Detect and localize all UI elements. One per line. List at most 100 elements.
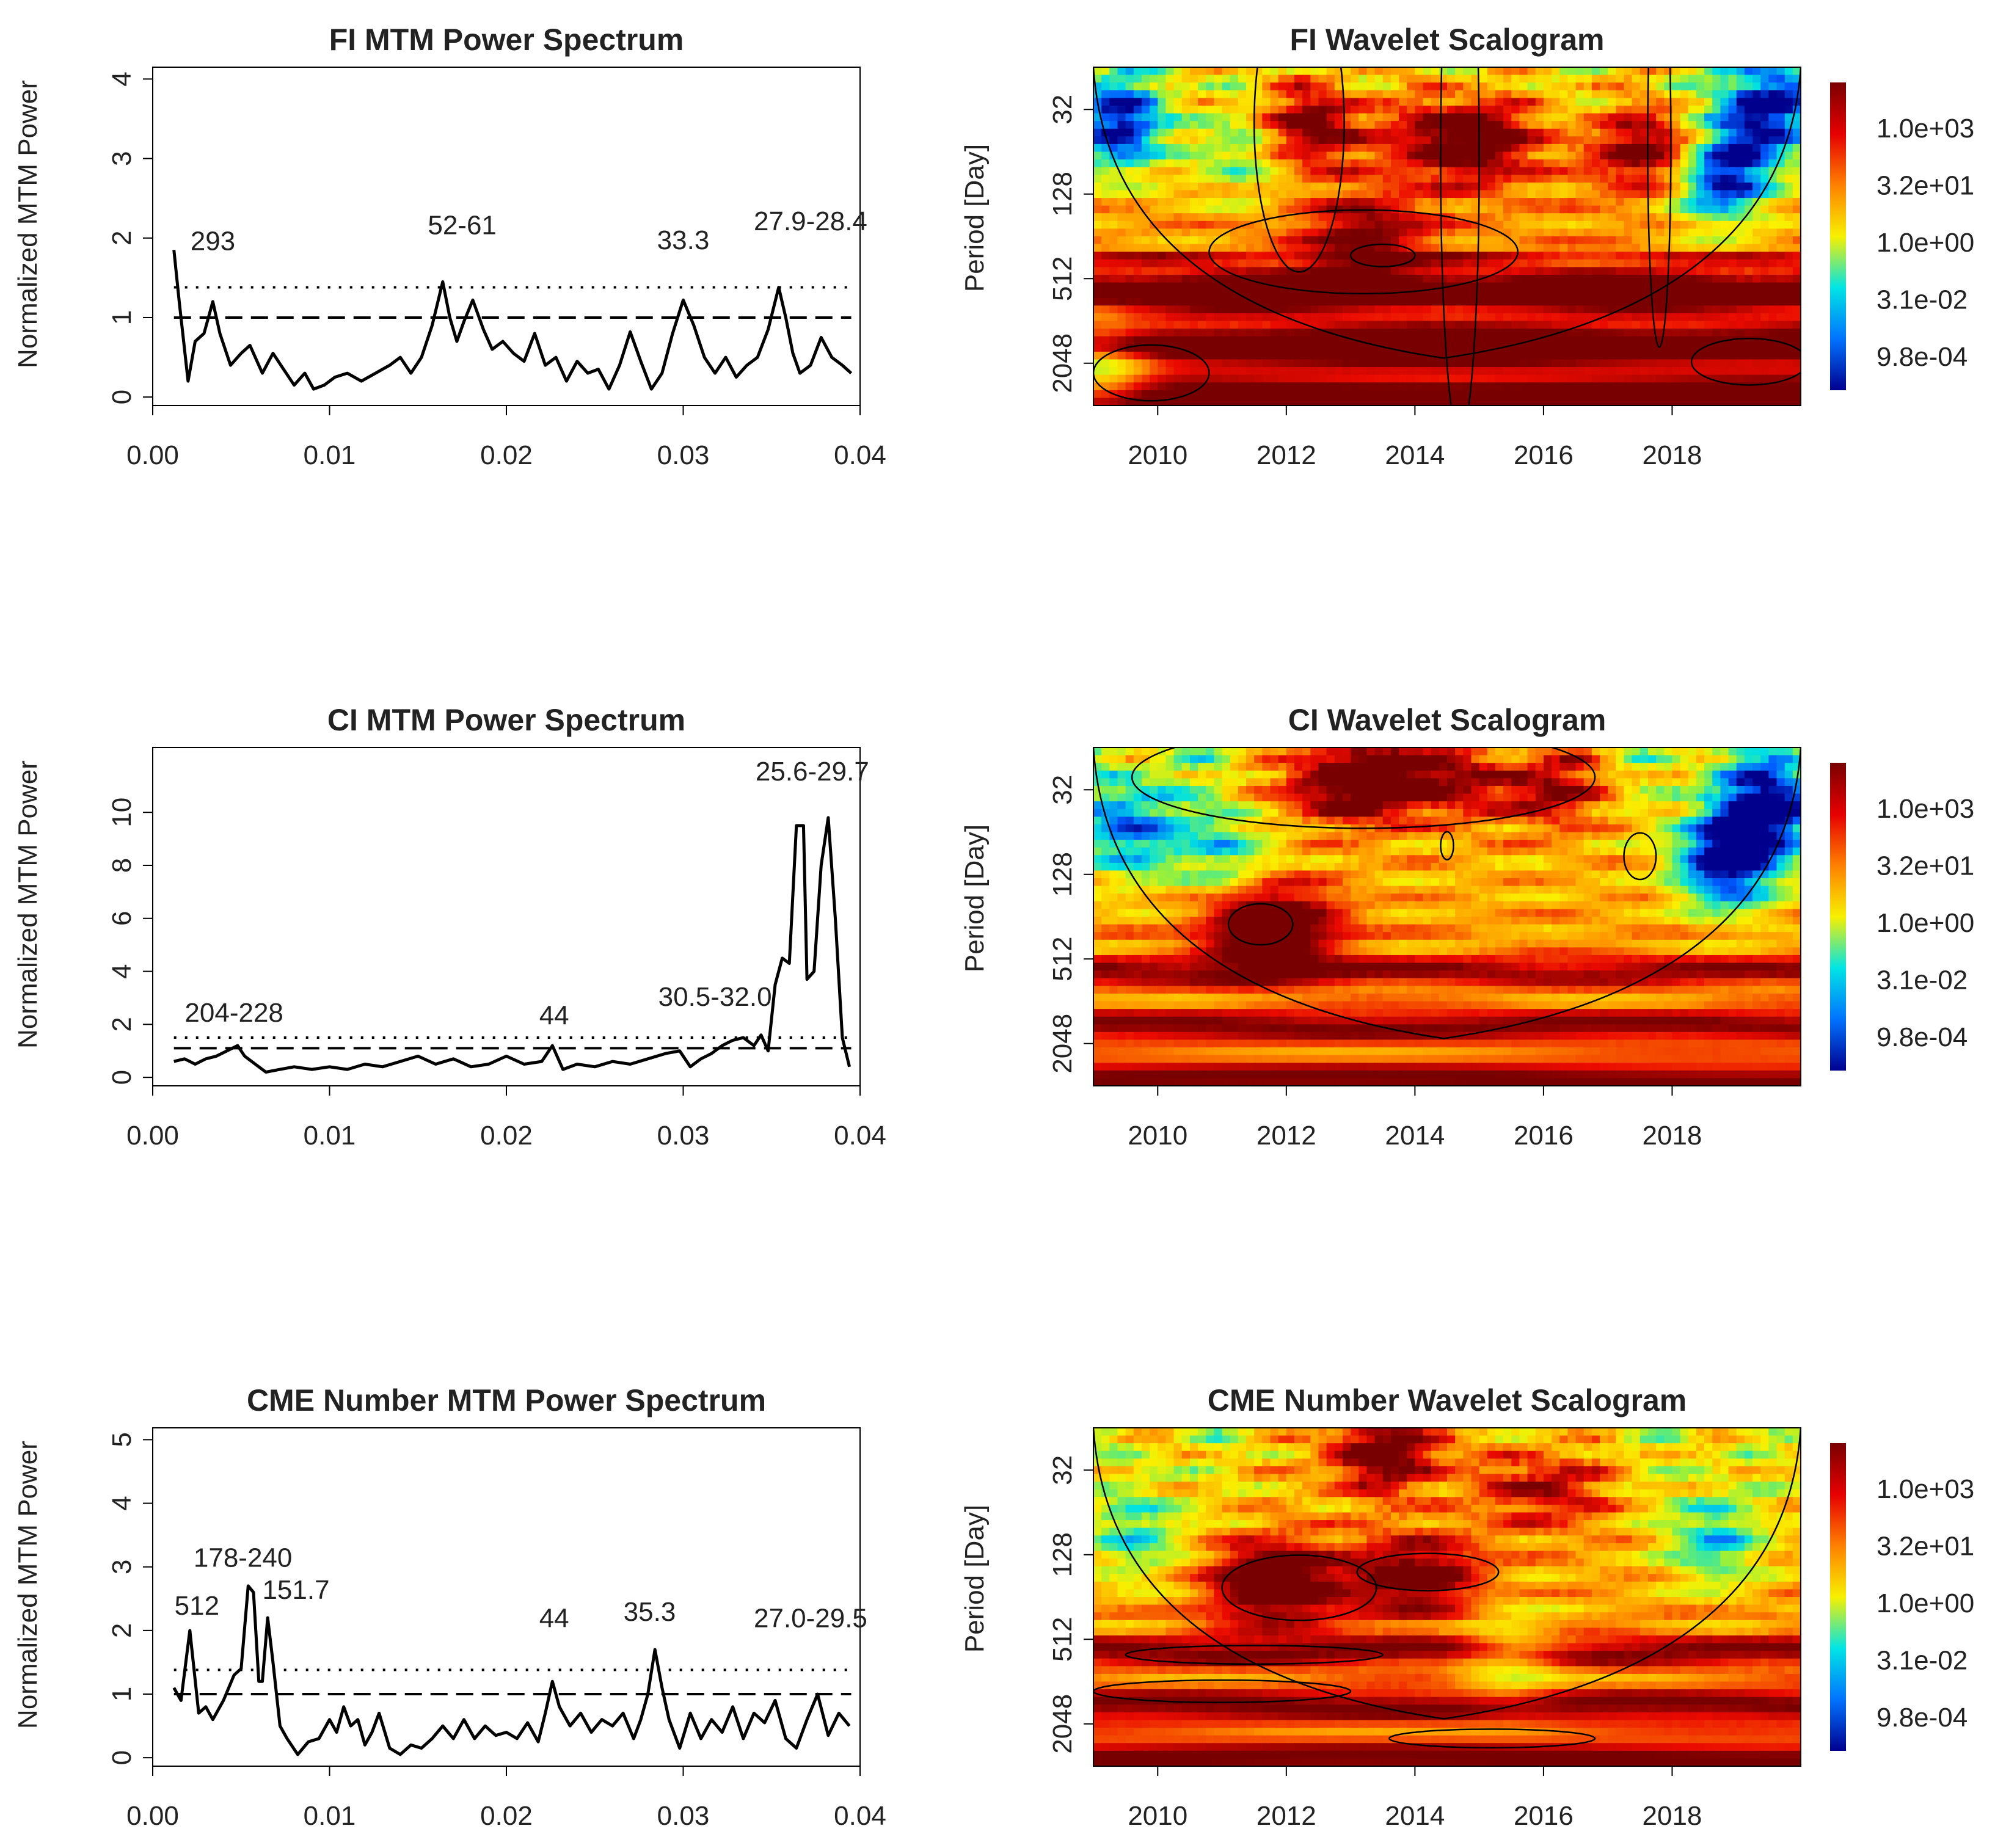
- heatmap-cell: [1198, 175, 1207, 183]
- heatmap-cell: [1463, 228, 1472, 237]
- heatmap-cell: [1768, 748, 1778, 756]
- heatmap-cell: [1567, 778, 1577, 787]
- heatmap-cell: [1567, 190, 1577, 198]
- heatmap-cell: [1728, 793, 1737, 802]
- heatmap-cell: [1455, 159, 1464, 168]
- heatmap-cell: [1720, 297, 1729, 307]
- heatmap-cell: [1656, 274, 1665, 283]
- heatmap-cell: [1173, 763, 1183, 771]
- heatmap-cell: [1431, 778, 1440, 787]
- heatmap-cell: [1093, 274, 1102, 283]
- heatmap-cell: [1720, 755, 1729, 763]
- heatmap-cell: [1647, 190, 1657, 198]
- heatmap-cell: [1141, 390, 1150, 399]
- heatmap-cell: [1125, 329, 1134, 337]
- heatmap-cell: [1680, 198, 1689, 206]
- heatmap-cell: [1720, 113, 1729, 122]
- heatmap-cell: [1326, 770, 1335, 779]
- heatmap-cell: [1591, 382, 1600, 391]
- heatmap-cell: [1125, 824, 1134, 833]
- heatmap-cell: [1600, 809, 1608, 818]
- heatmap-cell: [1407, 167, 1416, 176]
- heatmap-cell: [1552, 817, 1561, 825]
- heatmap-cell: [1519, 832, 1528, 840]
- heatmap-cell: [1567, 113, 1577, 122]
- heatmap-cell: [1639, 213, 1649, 222]
- heatmap-cell: [1752, 244, 1762, 252]
- heatmap-cell: [1535, 390, 1544, 399]
- heatmap-cell: [1246, 785, 1255, 795]
- heatmap-cell: [1189, 252, 1198, 260]
- heatmap-cell: [1133, 297, 1142, 307]
- heatmap-cell: [1728, 344, 1737, 352]
- heatmap-cell: [1712, 321, 1721, 329]
- heatmap-cell: [1254, 770, 1263, 779]
- heatmap-cell: [1415, 136, 1424, 145]
- heatmap-cell: [1527, 297, 1536, 307]
- heatmap-cell: [1439, 390, 1448, 399]
- heatmap-cell: [1712, 824, 1721, 833]
- heatmap-cell: [1495, 832, 1504, 840]
- heatmap-cell: [1390, 228, 1399, 237]
- heatmap-cell: [1165, 220, 1175, 230]
- heatmap-cell: [1222, 82, 1231, 91]
- heatmap-cell: [1784, 755, 1793, 763]
- heatmap-cell: [1390, 785, 1399, 795]
- heatmap-cell: [1559, 75, 1569, 83]
- heatmap-cell: [1109, 755, 1118, 763]
- heatmap-cell: [1318, 785, 1327, 795]
- heatmap-cell: [1639, 282, 1649, 291]
- peak-annotation: 27.9-28.4: [754, 206, 867, 236]
- heatmap-cell: [1270, 344, 1279, 352]
- heatmap-cell: [1704, 793, 1713, 802]
- heatmap-cell: [1181, 121, 1191, 129]
- heatmap-cell: [1351, 244, 1360, 252]
- heatmap-cell: [1286, 159, 1295, 168]
- heatmap-cell: [1583, 763, 1592, 771]
- heatmap-cell: [1495, 220, 1504, 230]
- heatmap-cell: [1511, 832, 1520, 840]
- heatmap-cell: [1230, 105, 1239, 114]
- heatmap-cell: [1487, 213, 1496, 222]
- heatmap-cell: [1728, 90, 1737, 99]
- heatmap-cell: [1173, 159, 1183, 168]
- heatmap-cell: [1720, 98, 1729, 106]
- heatmap-cell: [1214, 748, 1223, 756]
- heatmap-cell: [1664, 344, 1673, 352]
- heatmap-cell: [1415, 244, 1424, 252]
- heatmap-cell: [1768, 390, 1778, 399]
- heatmap-cell: [1455, 321, 1464, 329]
- heatmap-cell: [1720, 220, 1729, 230]
- heatmap-cell: [1109, 75, 1118, 83]
- heatmap-cell: [1583, 98, 1592, 106]
- heatmap-cell: [1439, 367, 1448, 376]
- heatmap-cell: [1294, 382, 1303, 391]
- heatmap-cell: [1150, 305, 1159, 314]
- heatmap-cell: [1093, 398, 1102, 406]
- heatmap-cell: [1310, 252, 1319, 260]
- heatmap-cell: [1600, 824, 1608, 833]
- heatmap-cell: [1407, 136, 1416, 145]
- heatmap-cell: [1423, 817, 1432, 825]
- heatmap-cell: [1688, 98, 1697, 106]
- heatmap-cell: [1390, 382, 1399, 391]
- heatmap-cell: [1206, 113, 1215, 122]
- heatmap-cell: [1141, 236, 1150, 245]
- heatmap-cell: [1639, 351, 1649, 360]
- heatmap-cell: [1334, 748, 1343, 756]
- heatmap-cell: [1680, 809, 1689, 818]
- heatmap-cell: [1616, 351, 1625, 360]
- heatmap-cell: [1214, 344, 1223, 352]
- heatmap-cell: [1270, 274, 1279, 283]
- heatmap-cell: [1407, 75, 1416, 83]
- heatmap-cell: [1222, 785, 1231, 795]
- heatmap-cell: [1616, 329, 1625, 337]
- heatmap-cell: [1278, 274, 1287, 283]
- heatmap-cell: [1117, 274, 1126, 283]
- heatmap-cell: [1511, 190, 1520, 198]
- heatmap-cell: [1495, 770, 1504, 779]
- heatmap-cell: [1768, 778, 1778, 787]
- heatmap-cell: [1776, 313, 1785, 322]
- heatmap-cell: [1318, 344, 1327, 352]
- heatmap-cell: [1399, 778, 1408, 787]
